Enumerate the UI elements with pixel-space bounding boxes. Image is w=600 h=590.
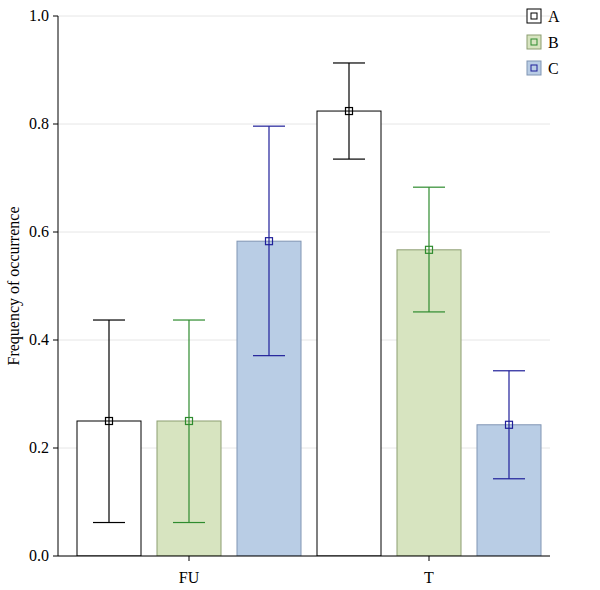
grid-line (58, 556, 550, 557)
y-tick (53, 340, 58, 341)
error-stem (268, 126, 269, 356)
y-tick-label: 0.6 (29, 223, 49, 240)
grid-line (58, 16, 550, 17)
legend-swatch (527, 9, 541, 23)
error-stem (188, 320, 189, 523)
grid-line (58, 340, 550, 341)
error-stem (108, 320, 109, 523)
error-bar (413, 187, 445, 312)
y-tick-label: 0.2 (29, 439, 49, 456)
legend-marker (531, 39, 537, 45)
y-tick-label: 0.8 (29, 115, 49, 132)
bar (317, 111, 381, 556)
mean-marker (346, 108, 353, 115)
error-bar (173, 320, 205, 523)
y-tick-label: 1.0 (29, 7, 49, 24)
error-cap (333, 159, 365, 160)
y-tick (53, 448, 58, 449)
mean-marker (106, 418, 113, 425)
legend-swatch (527, 35, 541, 49)
y-tick (53, 16, 58, 17)
legend-label: C (548, 60, 559, 77)
error-bar (253, 126, 285, 356)
y-tick (53, 556, 58, 557)
x-tick (429, 556, 430, 561)
chart-svg: 0.0 0.2 0.4 0.6 0.8 1.0 FU T Frequency of occurr… (0, 0, 600, 590)
error-bar (493, 371, 525, 479)
error-stem (428, 187, 429, 312)
bars (77, 63, 541, 556)
grid-line (58, 124, 550, 125)
legend-label: B (548, 34, 559, 51)
y-tick-label: 0.4 (29, 331, 49, 348)
error-cap (493, 370, 525, 371)
error-cap (253, 355, 285, 356)
legend-label: A (548, 8, 560, 25)
error-stem (508, 371, 509, 479)
x-axis (58, 556, 550, 557)
mean-marker (186, 418, 193, 425)
error-bar (333, 63, 365, 159)
error-cap (93, 319, 125, 320)
error-cap (493, 478, 525, 479)
error-cap (333, 62, 365, 63)
error-cap (413, 311, 445, 312)
error-cap (253, 126, 285, 127)
mean-marker (426, 246, 433, 253)
error-cap (93, 522, 125, 523)
legend-swatch (527, 61, 541, 75)
chart-container: 0.0 0.2 0.4 0.6 0.8 1.0 FU T Frequency of occurr… (0, 0, 600, 590)
legend-marker (531, 13, 537, 19)
y-tick (53, 124, 58, 125)
y-tick (53, 232, 58, 233)
x-tick-label: FU (179, 569, 200, 586)
mean-marker (506, 421, 513, 428)
grid-line (58, 232, 550, 233)
y-axis-label: Frequency of occurrence (5, 206, 23, 365)
x-tick-label: T (424, 569, 434, 586)
mean-marker (266, 238, 273, 245)
error-cap (173, 522, 205, 523)
y-axis (58, 16, 59, 556)
error-bar (93, 320, 125, 523)
error-stem (348, 63, 349, 159)
legend-marker (531, 65, 537, 71)
error-cap (413, 187, 445, 188)
x-tick (189, 556, 190, 561)
error-cap (173, 319, 205, 320)
y-tick-label: 0.0 (29, 547, 49, 564)
